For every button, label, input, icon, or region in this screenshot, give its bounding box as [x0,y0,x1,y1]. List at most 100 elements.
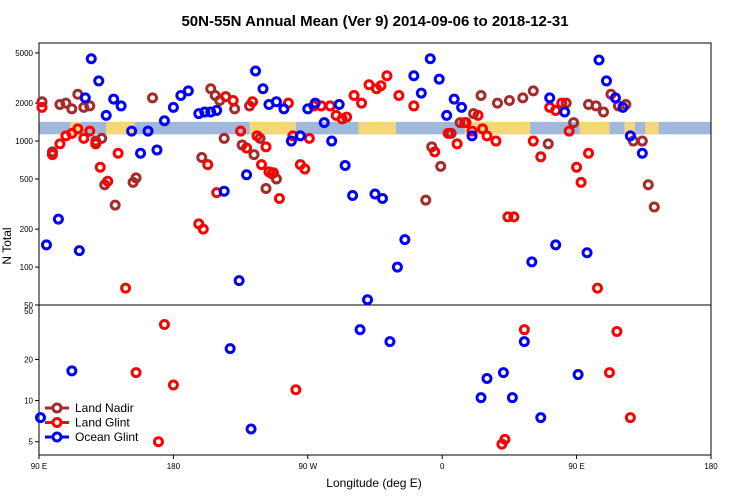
data-point [326,135,338,147]
data-point [347,189,359,201]
data-point [559,106,571,118]
data-point [182,85,194,97]
data-point [193,108,205,120]
data-point [278,103,290,115]
data-point [563,125,575,137]
data-point [247,96,259,108]
data-point [197,223,209,235]
legend-label: Ocean Glint [75,430,139,444]
data-point [550,104,562,116]
data-point [250,65,262,77]
y-tick-label-upper: 100 [20,263,34,272]
data-point [54,138,66,150]
data-point [112,147,124,159]
data-point [454,117,466,129]
data-point [451,138,463,150]
data-point [466,130,478,142]
x-tick-label: 180 [704,462,718,471]
data-point [146,92,158,104]
data-point [384,336,396,348]
data-point [433,73,445,85]
data-point [79,92,91,104]
data-point [218,132,230,144]
data-point [66,103,78,115]
data-point [36,101,48,113]
legend-marker [51,402,63,414]
land-band-segment [70,121,81,135]
data-point [544,92,556,104]
x-tick-label: 90 E [31,462,47,471]
y-tick-label-upper: 5000 [15,49,33,58]
data-point [356,97,368,109]
data-point [218,185,230,197]
data-point [318,117,330,129]
data-point [339,159,351,171]
data-point [603,367,615,379]
data-point [36,96,48,108]
data-point [491,97,503,109]
land-band-segment [645,121,659,135]
data-point [459,117,471,129]
series-land-glint [36,70,636,450]
y-tick-label-upper: 2000 [15,99,33,108]
land-band-segment [358,121,396,135]
data-point [135,147,147,159]
y-tick-label-lower: 5 [29,438,34,447]
data-point [381,70,393,82]
data-point [324,100,336,112]
legend-marker [51,431,63,443]
data-point [497,367,509,379]
data-point [581,247,593,259]
x-tick-label: 180 [167,462,181,471]
data-point [527,85,539,97]
legend-label: Land Glint [75,416,130,430]
data-point [78,132,90,144]
data-point [466,125,478,137]
data-point [273,193,285,205]
data-point [142,125,154,137]
data-point [583,147,595,159]
data-point [100,109,112,121]
data-point [568,117,580,129]
data-point [251,130,263,142]
data-point [158,115,170,127]
data-point [572,369,584,381]
data-point [475,392,487,404]
data-point [399,234,411,246]
data-point [535,412,547,424]
data-point [46,149,58,161]
data-point [267,167,279,179]
x-tick-label: 0 [440,462,445,471]
data-point [393,89,405,101]
legend-label: Land Nadir [75,401,134,415]
y-tick-label-lower: 10 [24,397,33,406]
data-point [256,159,268,171]
data-point [376,193,388,205]
data-point [248,149,260,161]
data-point [575,176,587,188]
data-point [260,183,272,195]
data-point [241,169,253,181]
plot-frame [38,42,712,456]
data-point [130,367,142,379]
data-point [429,146,441,158]
data-point [302,103,314,115]
data-point [527,135,539,147]
data-point [597,106,609,118]
data-point [415,87,427,99]
data-point [84,125,96,137]
data-point [109,199,121,211]
data-point [202,159,214,171]
data-point [475,89,487,101]
data-point [299,163,311,175]
data-point [636,147,648,159]
data-point [611,326,623,338]
data-point [303,132,315,144]
data-point [167,379,179,391]
data-point [590,100,602,112]
data-point [115,100,127,112]
y-axis-label: N Total [0,227,14,264]
y-tick-label-upper: 50 [24,301,33,310]
